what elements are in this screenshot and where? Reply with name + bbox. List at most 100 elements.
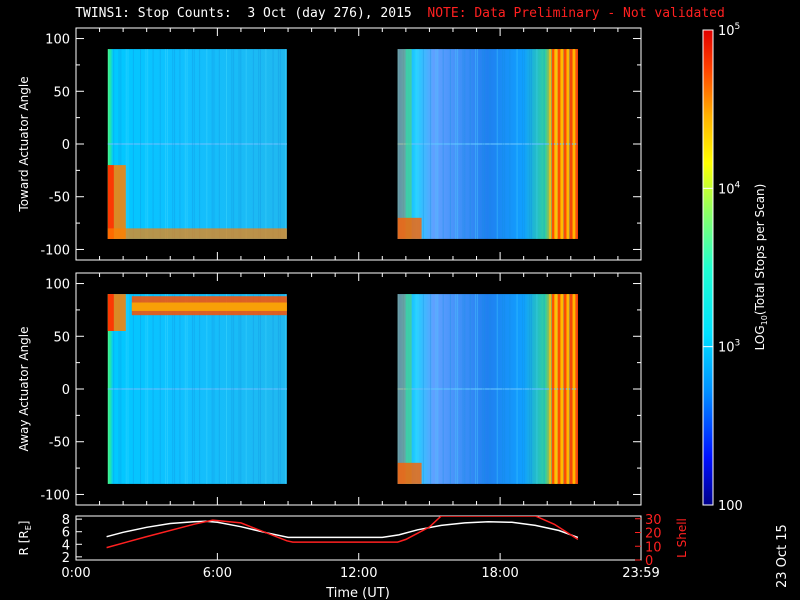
texture-stripe [179, 49, 181, 239]
hot-stripe [576, 49, 579, 239]
lshell-tick-label: 10 [645, 540, 662, 555]
texture-stripe [422, 49, 424, 239]
radius-tick-label: 8 [62, 513, 70, 528]
time-axis-label: Time (UT) [325, 586, 390, 600]
texture-stripe [476, 294, 478, 484]
texture-stripe [417, 49, 419, 239]
texture-stripe [503, 294, 505, 484]
radius-tick-label: 6 [62, 526, 70, 541]
hot-stripe [567, 49, 570, 239]
texture-stripe [218, 49, 220, 239]
texture-stripe [272, 294, 274, 484]
hot-stripe [570, 294, 573, 484]
texture-stripe [140, 49, 142, 239]
texture-stripe [417, 294, 419, 484]
toward-panel: 100 50 0 -50 -100 Toward Actuator Angle [17, 27, 642, 261]
y-tick-label: -50 [49, 191, 70, 206]
texture-stripe [240, 49, 242, 239]
texture-stripe [107, 49, 109, 239]
hot-stripe [549, 49, 552, 239]
texture-stripe [166, 294, 168, 484]
texture-stripe [435, 49, 437, 239]
y-tick-label: -50 [49, 436, 70, 451]
texture-stripe [563, 294, 565, 484]
colorbar-tick-label: 103 [718, 339, 740, 356]
texture-stripe [449, 294, 451, 484]
y-tick-label: 50 [53, 85, 70, 100]
texture-stripe [147, 49, 149, 239]
texture-stripe [482, 49, 484, 239]
texture-stripe [568, 49, 570, 239]
texture-stripe [530, 294, 532, 484]
texture-stripe [543, 294, 545, 484]
texture-stripe [408, 294, 410, 484]
texture-stripe [521, 49, 523, 239]
y-tick-label: 0 [62, 383, 70, 398]
texture-stripe [240, 294, 242, 484]
texture-stripe [462, 294, 464, 484]
texture-stripe [464, 294, 466, 484]
hot-edge-core [107, 165, 114, 239]
texture-stripe [179, 294, 181, 484]
top-band-core [131, 302, 287, 311]
texture-stripe [265, 49, 267, 239]
date-stamp: 23 Oct 15 [775, 524, 790, 588]
texture-stripe [415, 294, 417, 484]
lshell-tick-label: 0 [645, 554, 653, 569]
zero-angle-band [397, 143, 578, 145]
texture-stripe [415, 49, 417, 239]
toward-heatmap [107, 49, 579, 239]
hot-stripe [564, 49, 567, 239]
texture-stripe [496, 49, 498, 239]
texture-stripe [186, 294, 188, 484]
texture-stripe [277, 294, 279, 484]
texture-stripe [457, 294, 459, 484]
hot-stripe [576, 294, 579, 484]
texture-stripe [530, 49, 532, 239]
texture-stripe [277, 49, 279, 239]
away-heatmap [107, 294, 579, 484]
texture-stripe [476, 49, 478, 239]
texture-stripe [159, 294, 161, 484]
texture-stripe [152, 49, 154, 239]
bottom-edge [107, 228, 287, 239]
radius-axis-label: R [RE] [17, 521, 33, 556]
texture-stripe [113, 49, 115, 239]
colorbar-label: LOG10(Total Stops per Scan) [753, 184, 769, 351]
toward-axis-label: Toward Actuator Angle [17, 76, 31, 212]
texture-stripe [502, 49, 504, 239]
zero-angle-band [107, 143, 287, 145]
radius-tick-label: 4 [62, 538, 70, 553]
hot-stripe [561, 294, 564, 484]
texture-stripe [125, 294, 127, 484]
texture-stripe [469, 49, 471, 239]
texture-stripe [165, 49, 167, 239]
texture-stripe [410, 294, 412, 484]
texture-stripe [199, 294, 201, 484]
texture-stripe [147, 294, 149, 484]
radius-tick-label: 2 [62, 551, 70, 566]
texture-stripe [125, 49, 127, 239]
time-tick-label: 12:00 [340, 566, 377, 581]
interval-start-edge [405, 294, 412, 484]
texture-stripe [464, 49, 466, 239]
texture-stripe [260, 49, 262, 239]
texture-stripe [191, 49, 193, 239]
texture-stripe [238, 294, 240, 484]
texture-stripe [252, 49, 254, 239]
texture-stripe [265, 294, 267, 484]
texture-stripe [174, 294, 176, 484]
texture-stripe [523, 49, 525, 239]
texture-stripe [442, 294, 444, 484]
hot-stripe [555, 49, 558, 239]
texture-stripe [550, 294, 552, 484]
y-tick-label: -100 [40, 243, 70, 258]
hot-stripe [561, 49, 564, 239]
texture-stripe [231, 294, 233, 484]
y-tick-label: 0 [62, 138, 70, 153]
y-tick-label: 50 [53, 330, 70, 345]
time-tick-label: 6:00 [203, 566, 232, 581]
texture-stripe [245, 294, 247, 484]
texture-stripe [260, 294, 262, 484]
texture-stripe [529, 49, 531, 239]
